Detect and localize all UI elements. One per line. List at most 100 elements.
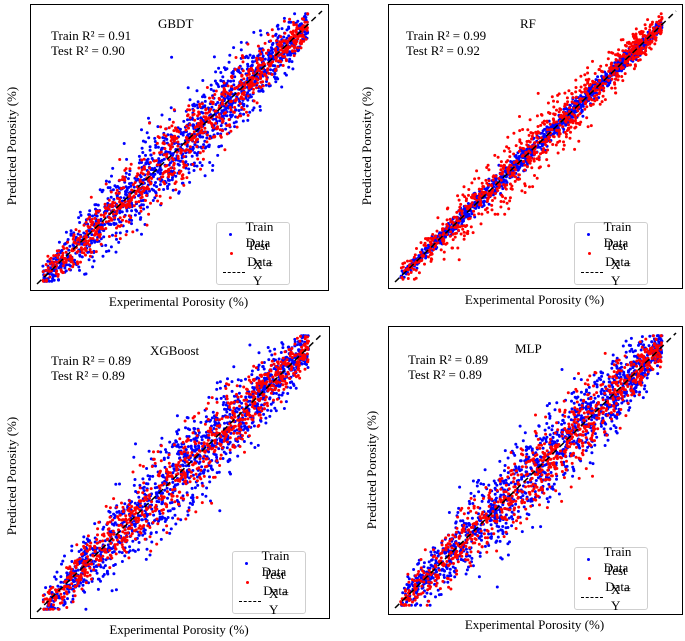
test-point [74, 228, 78, 232]
test-point [611, 67, 614, 71]
test-point [281, 54, 285, 58]
test-point [613, 86, 617, 90]
test-point [118, 178, 121, 182]
test-point [451, 232, 455, 236]
train-point [216, 101, 220, 104]
train-point [233, 75, 237, 79]
test-point [161, 172, 165, 176]
test-point [259, 75, 262, 79]
test-point [148, 161, 152, 164]
test-point [536, 125, 540, 128]
test-point [454, 215, 458, 219]
train-point [62, 603, 66, 607]
test-point [499, 160, 503, 164]
train-point [504, 179, 508, 183]
test-point [574, 86, 578, 89]
test-point [484, 178, 488, 182]
test-point [121, 175, 125, 179]
test-point [56, 256, 60, 260]
test-point [518, 129, 522, 133]
test-point [514, 144, 518, 148]
train-point [158, 183, 162, 187]
train-point [224, 107, 228, 111]
test-point [527, 160, 531, 164]
train-point [137, 161, 141, 165]
test-point [552, 99, 555, 103]
test-point [221, 93, 225, 96]
train-point [568, 103, 572, 107]
test-point [600, 69, 603, 73]
test-point [616, 78, 620, 82]
test-point [456, 223, 460, 227]
train-point [185, 416, 189, 419]
test-point [167, 169, 171, 173]
test-point [657, 15, 661, 19]
test-point [292, 54, 296, 58]
test-point [480, 187, 484, 191]
train-point [188, 98, 192, 102]
train-point [303, 30, 306, 34]
test-point [574, 121, 578, 125]
test-point [623, 61, 627, 65]
train-point [198, 454, 202, 458]
test-point [634, 35, 638, 38]
test-point [467, 193, 470, 197]
train-point [125, 209, 129, 213]
train-point [41, 264, 45, 268]
test-point [195, 132, 199, 136]
test-point [407, 272, 410, 276]
test-point [639, 38, 643, 42]
test-point [89, 220, 93, 224]
test-point [266, 33, 270, 37]
test-point [303, 20, 307, 24]
train-point [44, 586, 48, 590]
train-point [217, 470, 221, 474]
train-point [93, 240, 97, 244]
test-point [266, 48, 270, 52]
test-point [504, 160, 508, 164]
train-point [131, 539, 135, 543]
test-point [643, 23, 647, 27]
train-point [212, 55, 216, 59]
test-point [128, 167, 132, 171]
test-point [113, 201, 117, 205]
train-point [252, 106, 256, 110]
train-point [154, 181, 157, 184]
test-point [186, 114, 189, 118]
test-point [226, 84, 230, 88]
test-point [575, 102, 579, 106]
test-point [515, 159, 519, 163]
test-point [285, 40, 288, 44]
chart-title: GBDT [158, 16, 194, 31]
train-point [187, 506, 191, 510]
test-point [203, 126, 207, 130]
test-point [545, 158, 549, 162]
test-point [72, 240, 76, 244]
test-point [457, 228, 460, 232]
test-point [293, 45, 297, 49]
test-point [195, 138, 198, 142]
test-point [82, 223, 86, 227]
test-point [164, 164, 167, 168]
test-point [44, 279, 48, 283]
train-point [263, 57, 267, 61]
train-point [221, 75, 225, 79]
test-point [565, 129, 569, 132]
test-point [273, 69, 277, 73]
test-point [573, 147, 577, 151]
test-point [448, 234, 452, 238]
train-point [124, 171, 128, 175]
test-point [193, 118, 197, 122]
test-point [583, 83, 587, 87]
test-point [527, 133, 531, 137]
test-point [504, 187, 508, 191]
test-point [118, 197, 122, 201]
train-point [564, 123, 568, 127]
test-point [197, 110, 201, 114]
test-point [267, 62, 271, 65]
train-point [252, 424, 256, 428]
test-point [512, 152, 516, 156]
test-point [229, 75, 233, 79]
test-point [72, 235, 76, 239]
test-point [653, 42, 657, 46]
